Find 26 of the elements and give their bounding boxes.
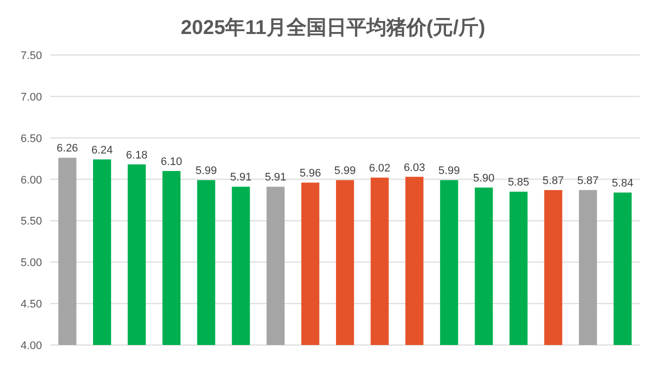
y-tick-label: 7.00 — [20, 91, 42, 104]
data-label: 5.84 — [612, 178, 634, 190]
y-tick-label: 5.00 — [20, 257, 42, 270]
data-label: 5.99 — [334, 165, 356, 178]
y-tick-label: 4.50 — [20, 298, 42, 311]
chart-title: 2025年11月全国日平均猪价(元/斤) — [180, 16, 486, 39]
data-label: 6.26 — [56, 142, 78, 155]
y-tick-label: 7.50 — [20, 50, 42, 62]
data-label: 6.10 — [160, 156, 182, 168]
y-tick-label: 4.00 — [20, 340, 42, 352]
data-label: 5.91 — [264, 172, 286, 184]
data-label: 5.87 — [577, 175, 599, 188]
data-label: 5.90 — [473, 172, 495, 185]
y-tick-label: 6.50 — [20, 132, 42, 145]
data-label: 5.85 — [508, 176, 530, 189]
data-label: 5.99 — [195, 165, 217, 178]
data-label: 6.18 — [126, 149, 148, 162]
y-tick-label: 6.00 — [20, 174, 42, 186]
data-label: 6.03 — [404, 162, 426, 174]
data-label: 5.87 — [542, 175, 564, 188]
y-tick-label: 5.50 — [20, 216, 42, 228]
data-label: 6.02 — [368, 162, 390, 175]
data-label: 6.24 — [91, 144, 113, 156]
data-label: 5.91 — [230, 172, 252, 184]
data-label: 5.99 — [438, 165, 460, 178]
data-label: 5.96 — [300, 168, 322, 180]
